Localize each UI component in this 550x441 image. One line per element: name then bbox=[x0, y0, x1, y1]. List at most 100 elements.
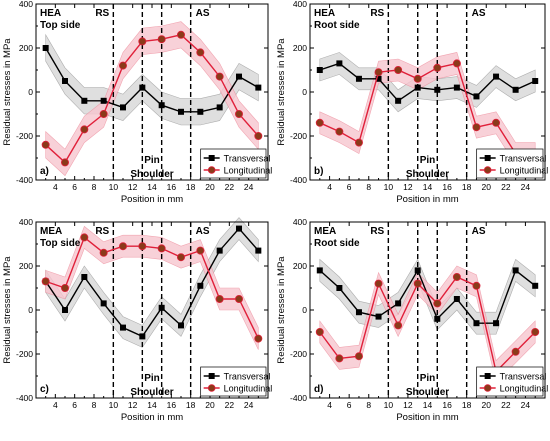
legend-marker-longitudinal bbox=[483, 384, 492, 392]
data-point-transversal bbox=[493, 320, 500, 327]
data-point-longitudinal bbox=[354, 352, 363, 361]
y-axis-label: Residual stresses in MPa bbox=[2, 38, 13, 146]
x-tick-label: 8 bbox=[366, 400, 371, 410]
data-point-longitudinal bbox=[196, 246, 205, 255]
legend-label-longitudinal: Longitudinal bbox=[224, 166, 273, 176]
x-tick-label: 24 bbox=[521, 182, 531, 192]
data-point-transversal bbox=[197, 282, 204, 289]
y-tick-label: 400 bbox=[19, 0, 33, 9]
data-point-transversal bbox=[62, 307, 68, 313]
panel-label: a) bbox=[40, 166, 49, 177]
zone-label-rs: RS bbox=[370, 8, 384, 19]
x-tick-label: 4 bbox=[53, 400, 58, 410]
x-tick-label: 16 bbox=[442, 182, 452, 192]
x-tick-label: 20 bbox=[205, 400, 215, 410]
panel-title: HEA bbox=[314, 8, 335, 19]
legend-label-transversal: Transversal bbox=[224, 154, 271, 164]
series-line-transversal bbox=[45, 47, 259, 113]
data-point-transversal bbox=[236, 73, 242, 80]
data-point-longitudinal bbox=[335, 127, 344, 136]
chart-panel-4: 4 6 8 10 12 14 16 18 20 22 24 -400 -200 0 200 400 Positi… bbox=[276, 217, 548, 423]
data-point-transversal bbox=[178, 108, 184, 115]
data-point-transversal bbox=[336, 285, 343, 291]
x-tick-label: 18 bbox=[462, 182, 472, 192]
data-point-longitudinal bbox=[99, 110, 108, 119]
panel-title: HEA bbox=[40, 8, 61, 19]
data-point-transversal bbox=[355, 309, 362, 316]
x-tick-label: 12 bbox=[403, 400, 413, 410]
data-point-longitudinal bbox=[176, 253, 185, 262]
data-point-transversal bbox=[255, 84, 262, 91]
data-point-longitudinal bbox=[394, 66, 403, 75]
legend-box bbox=[200, 148, 267, 179]
x-tick-label: 18 bbox=[186, 182, 196, 192]
zone-label-pin: Pin bbox=[144, 155, 160, 166]
data-point-transversal bbox=[120, 104, 126, 111]
y-tick-label: 200 bbox=[293, 261, 307, 271]
x-axis-label: Position in mm bbox=[396, 412, 458, 423]
zone-label-as: AS bbox=[472, 8, 486, 19]
data-point-longitudinal bbox=[138, 242, 147, 251]
legend-marker-longitudinal bbox=[483, 166, 492, 174]
x-axis-label: Position in mm bbox=[121, 412, 183, 423]
legend-marker-longitudinal bbox=[207, 384, 216, 392]
legend-marker-transversal bbox=[208, 155, 215, 161]
y-tick-label: 0 bbox=[302, 87, 307, 97]
data-point-longitudinal bbox=[374, 279, 383, 288]
y-tick-label: -200 bbox=[290, 349, 307, 359]
data-point-longitudinal bbox=[452, 59, 461, 68]
y-axis-label: Residual stresses in MPa bbox=[2, 256, 13, 364]
x-tick-label: 16 bbox=[167, 182, 177, 192]
y-tick-label: 0 bbox=[28, 87, 33, 97]
panel-title: MEA bbox=[40, 226, 62, 237]
data-point-transversal bbox=[434, 86, 441, 93]
data-point-longitudinal bbox=[157, 244, 166, 253]
zone-label-rs: RS bbox=[95, 226, 109, 237]
x-tick-label: 14 bbox=[147, 182, 157, 192]
data-point-transversal bbox=[473, 93, 480, 100]
y-tick-label: -400 bbox=[290, 175, 307, 185]
data-point-transversal bbox=[512, 86, 519, 93]
legend-marker-transversal bbox=[208, 373, 215, 379]
data-point-transversal bbox=[336, 60, 343, 67]
x-tick-label: 4 bbox=[53, 182, 58, 192]
legend: Transversal Longitudinal bbox=[476, 148, 548, 179]
data-point-longitudinal bbox=[354, 138, 363, 147]
data-point-longitudinal bbox=[335, 354, 344, 363]
data-point-transversal bbox=[414, 84, 421, 91]
x-tick-label: 12 bbox=[128, 400, 138, 410]
data-point-longitudinal bbox=[511, 347, 520, 356]
data-point-transversal bbox=[236, 225, 242, 232]
data-point-transversal bbox=[453, 84, 460, 91]
data-point-transversal bbox=[375, 75, 382, 82]
zone-label-shoulder: Shoulder bbox=[130, 169, 173, 180]
legend-label-longitudinal: Longitudinal bbox=[500, 384, 549, 394]
x-tick-label: 20 bbox=[482, 400, 492, 410]
zone-label-as: AS bbox=[196, 8, 210, 19]
x-tick-label: 14 bbox=[423, 400, 433, 410]
y-tick-label: -400 bbox=[16, 175, 33, 185]
x-tick-label: 8 bbox=[92, 400, 97, 410]
data-point-transversal bbox=[473, 320, 480, 327]
data-point-longitudinal bbox=[531, 327, 540, 336]
data-point-longitudinal bbox=[315, 327, 324, 336]
x-tick-label: 4 bbox=[327, 182, 332, 192]
zone-label-shoulder: Shoulder bbox=[406, 387, 449, 398]
x-tick-label: 8 bbox=[92, 182, 97, 192]
data-point-transversal bbox=[375, 313, 382, 320]
y-tick-label: 200 bbox=[19, 43, 33, 53]
y-tick-label: 0 bbox=[302, 305, 307, 315]
x-tick-label: 20 bbox=[205, 182, 215, 192]
legend-label-transversal: Transversal bbox=[500, 372, 547, 382]
x-tick-label: 6 bbox=[72, 182, 77, 192]
x-tick-label: 10 bbox=[109, 400, 119, 410]
legend-marker-transversal bbox=[484, 373, 491, 379]
panel-title: MEA bbox=[314, 226, 336, 237]
x-tick-label: 20 bbox=[482, 182, 492, 192]
data-point-longitudinal bbox=[99, 248, 108, 257]
data-point-transversal bbox=[316, 267, 323, 274]
zone-label-shoulder: Shoulder bbox=[406, 169, 449, 180]
y-tick-label: 400 bbox=[19, 217, 33, 227]
data-point-longitudinal bbox=[315, 118, 324, 127]
